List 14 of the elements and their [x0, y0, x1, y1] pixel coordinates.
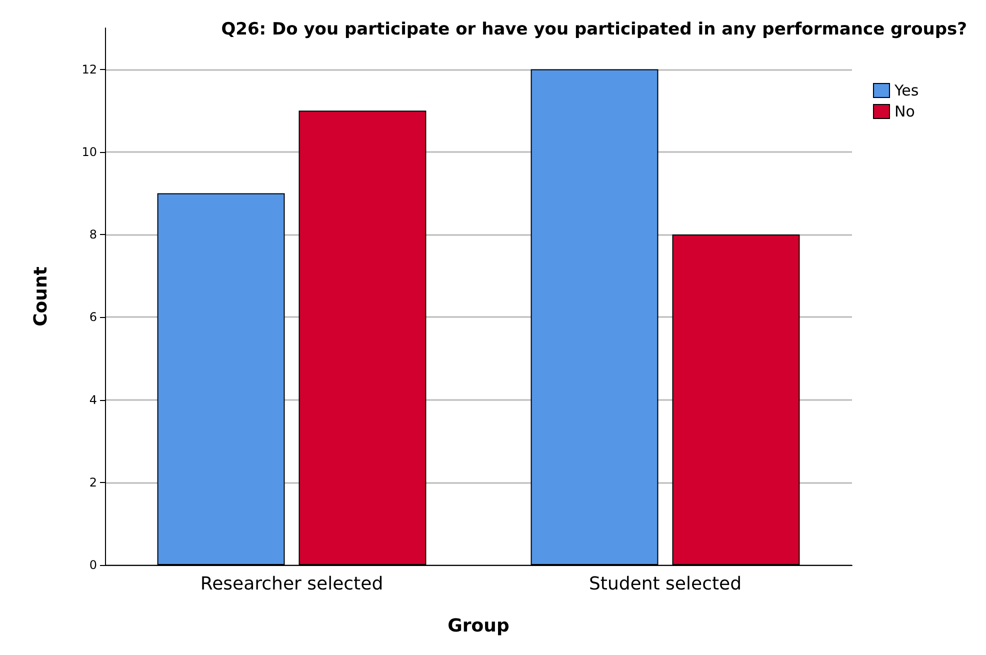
y-tick-label: 6: [89, 310, 97, 324]
y-tick-label: 12: [82, 62, 97, 76]
y-tick-label: 8: [89, 228, 97, 242]
x-tick-label: Researcher selected: [200, 574, 384, 594]
y-axis-title: Count: [30, 266, 52, 326]
legend-label: Yes: [894, 82, 919, 100]
chart-title: Q26: Do you participate or have you participated in any performance groups?: [221, 20, 968, 40]
x-tick-label: Student selected: [588, 574, 742, 594]
y-tick-label: 10: [82, 144, 97, 159]
y-tick-label: 4: [89, 392, 97, 407]
x-axis-title: Group: [448, 616, 510, 636]
y-tick-label: 0: [89, 558, 97, 572]
y-tick-label: 2: [89, 475, 97, 490]
legend-label: No: [894, 102, 915, 120]
